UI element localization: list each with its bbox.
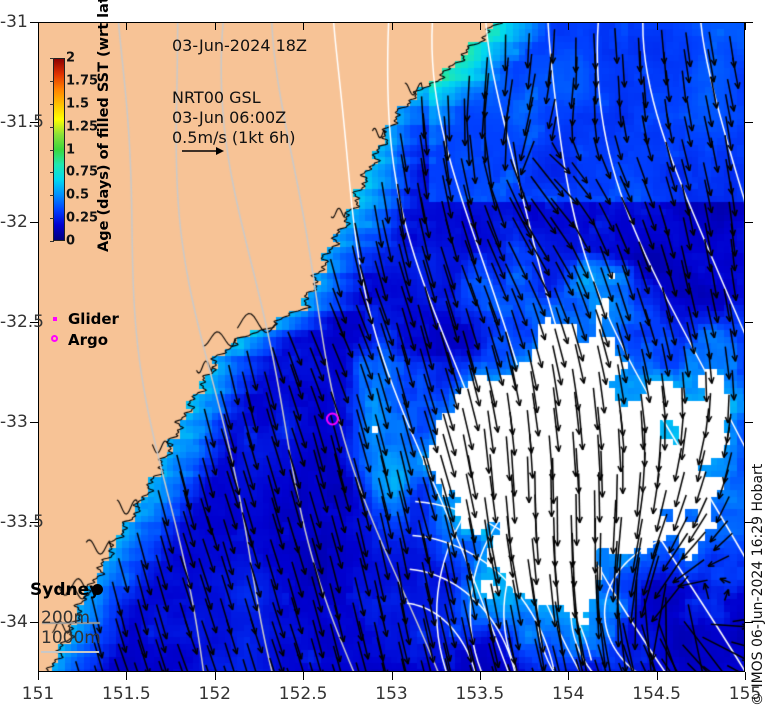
x-axis-tick-top xyxy=(656,22,658,30)
sydney-city-marker xyxy=(92,584,103,595)
x-axis-tick-label: 154.5 xyxy=(632,684,681,704)
y-axis-tick-right xyxy=(745,22,753,23)
y-axis-tick-label: -31.5 xyxy=(0,112,44,132)
depth-1000m-label: 1000m xyxy=(41,628,101,648)
x-axis-tick xyxy=(303,672,305,680)
y-axis-tick-label: -31 xyxy=(0,12,28,32)
x-axis-tick-label: 151.5 xyxy=(102,684,151,704)
colorbar-tick-label: 0.5 xyxy=(66,187,90,203)
colorbar-title: Age (days) of filled SST (wrt latest) xyxy=(96,0,112,252)
x-axis-tick-label: 155 xyxy=(728,684,762,704)
y-axis-tick xyxy=(30,622,38,623)
colorbar-tick-label: 0.25 xyxy=(66,210,99,226)
y-axis-tick-right xyxy=(745,322,753,323)
colorbar-tick-label: 1.5 xyxy=(66,96,90,112)
timestamp-label: 03-Jun-2024 18Z xyxy=(172,36,307,55)
colorbar-tick-mark xyxy=(50,80,54,82)
glider-legend-label: Glider xyxy=(68,310,119,328)
x-axis-tick xyxy=(38,672,39,680)
x-axis-tick xyxy=(126,672,128,680)
x-axis-tick-top xyxy=(745,22,746,30)
y-axis-tick-label: -33 xyxy=(0,412,28,432)
copyright-notice: © IMOS 06-Jun-2024 16:29 Hobart xyxy=(750,463,766,706)
x-axis-tick-top xyxy=(214,22,216,30)
x-axis-tick-top xyxy=(126,22,128,30)
colorbar-tick-mark xyxy=(50,241,54,242)
x-axis-tick xyxy=(479,672,481,680)
colorbar-tick-label: 0.75 xyxy=(66,164,99,180)
y-axis-tick xyxy=(30,22,38,23)
x-axis-tick-top xyxy=(479,22,481,30)
x-axis-tick xyxy=(214,672,216,680)
x-axis-tick-label: 154 xyxy=(552,684,585,704)
model-time-label: 03-Jun 06:00Z xyxy=(172,108,287,127)
velocity-scale-arrow xyxy=(182,147,224,155)
colorbar-tick-label: 0 xyxy=(66,233,76,249)
x-axis-tick xyxy=(568,672,570,680)
velocity-scale-label: 0.5m/s (1kt 6h) xyxy=(172,128,296,147)
colorbar-tick-mark xyxy=(50,218,54,220)
x-axis-tick xyxy=(745,672,746,680)
y-axis-tick xyxy=(30,422,38,423)
colorbar-tick-label: 1.75 xyxy=(66,73,99,89)
x-axis-tick-label: 151 xyxy=(21,684,55,704)
x-axis-tick-top xyxy=(391,22,393,30)
colorbar-tick-mark xyxy=(50,58,54,59)
y-axis-tick xyxy=(30,322,38,323)
depth-200m-line xyxy=(41,651,99,653)
y-axis-tick-right xyxy=(745,622,753,623)
x-axis-tick-label: 152.5 xyxy=(278,684,328,704)
x-axis-tick-label: 153 xyxy=(375,684,408,704)
x-axis-tick xyxy=(656,672,658,680)
y-axis-tick xyxy=(30,522,38,523)
y-axis-tick-label: -32 xyxy=(0,212,28,232)
colorbar-tick-mark xyxy=(50,149,54,151)
y-axis-tick xyxy=(30,122,38,123)
x-axis-tick-top xyxy=(38,22,39,30)
colorbar-tick-label: 1 xyxy=(66,142,76,157)
colorbar-tick-mark xyxy=(50,126,54,128)
glider-marker-icon xyxy=(53,317,57,321)
x-axis-tick-top xyxy=(303,22,305,30)
y-axis-tick xyxy=(30,222,38,223)
contours-and-current-arrows xyxy=(39,23,744,671)
depth-200m-label: 200m xyxy=(41,608,91,628)
x-axis-tick-top xyxy=(568,22,570,30)
x-axis-tick-label: 152 xyxy=(198,684,231,704)
y-axis-tick-right xyxy=(745,222,753,223)
y-axis-tick-right xyxy=(745,422,753,423)
x-axis-tick xyxy=(391,672,393,680)
y-axis-tick-right xyxy=(745,122,753,123)
colorbar-tick-label: 1.25 xyxy=(66,119,99,135)
y-axis-tick-label: -33.5 xyxy=(0,512,44,532)
x-axis-tick-label: 153.5 xyxy=(455,684,505,704)
y-axis-tick-label: -34 xyxy=(0,612,28,632)
colorbar xyxy=(53,58,65,241)
argo-marker-icon xyxy=(51,335,58,342)
map-plot-area xyxy=(38,22,745,672)
argo-legend-label: Argo xyxy=(68,331,109,349)
colorbar-tick-mark xyxy=(50,195,54,197)
colorbar-tick-mark xyxy=(50,103,54,105)
sydney-city-label: Sydney xyxy=(30,580,101,600)
colorbar-tick-mark xyxy=(50,172,54,174)
model-name-label: NRT00 GSL xyxy=(172,88,261,107)
y-axis-tick-right xyxy=(745,522,753,523)
colorbar-tick-label: 2 xyxy=(66,50,76,66)
y-axis-tick-label: -32.5 xyxy=(0,312,44,332)
